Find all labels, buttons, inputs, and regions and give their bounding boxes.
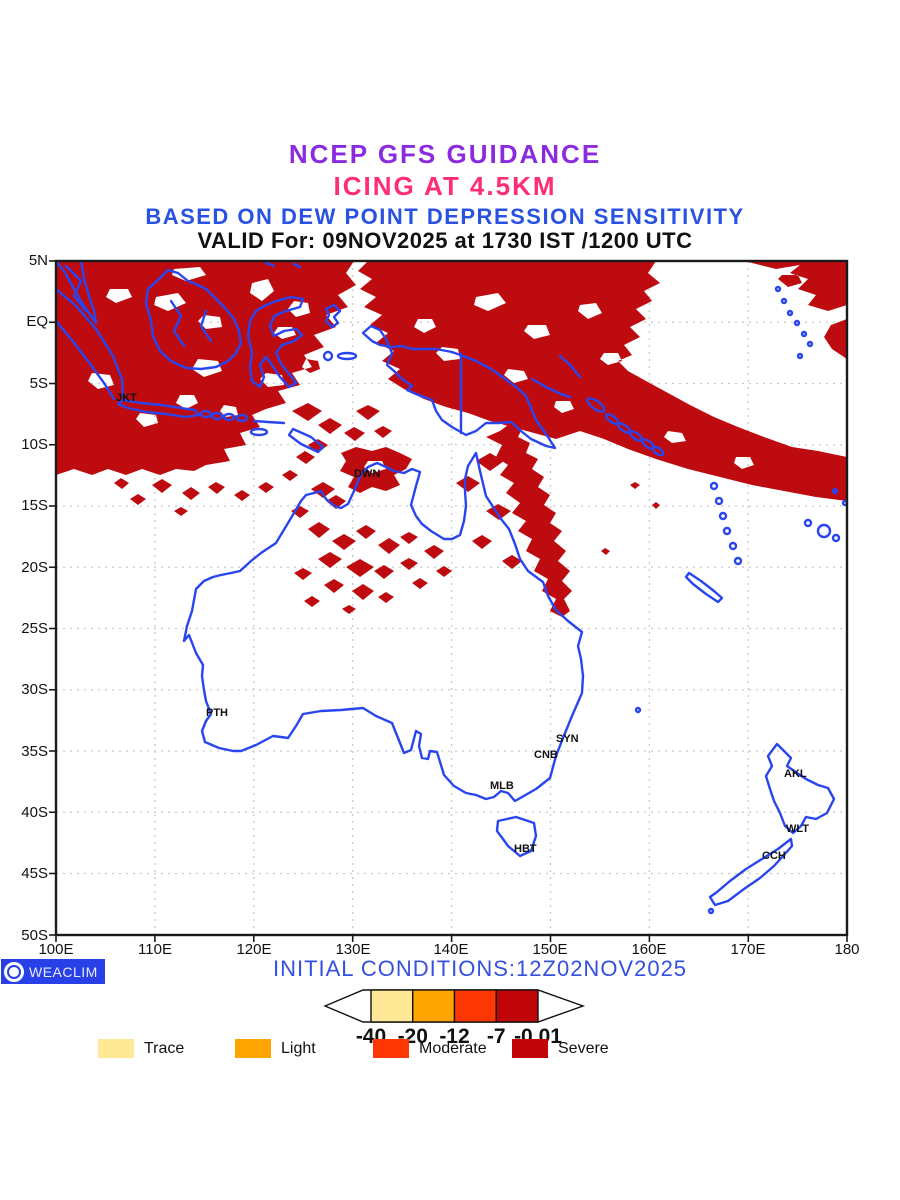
legend-item-severe: Severe <box>512 1039 609 1058</box>
legend-swatch-trace <box>98 1039 134 1058</box>
icing-severe-areas <box>56 261 847 617</box>
y-axis-label: 20S <box>21 559 48 576</box>
x-axis-label: 100E <box>38 941 74 958</box>
legend-swatch-moderate <box>373 1039 409 1058</box>
x-axis-label: 180 <box>834 941 860 958</box>
colorbar: -40 -20 -12 -7 -0.01 <box>323 989 586 1048</box>
y-axis-label: 40S <box>21 804 48 821</box>
city-label-sydney: SYN <box>556 733 579 745</box>
city-label-christchurch: CCH <box>762 850 786 862</box>
city-labels: JKT DWN PTH SYN CNB MLB HBT AKL WLT CCH <box>116 392 809 862</box>
legend-label: Light <box>281 1040 316 1057</box>
x-axis-label: 110E <box>138 941 172 958</box>
weaclim-logo: WEACLIM <box>1 959 105 984</box>
x-axis-label: 150E <box>532 941 568 958</box>
logo-text: WEACLIM <box>29 963 98 980</box>
page-title: NCEP GFS GUIDANCE <box>288 139 602 169</box>
y-axis-label: 45S <box>21 865 48 882</box>
city-label-jakarta: JKT <box>116 392 137 404</box>
city-label-perth: PTH <box>206 707 228 719</box>
y-axis-label: 5S <box>29 375 48 392</box>
legend-item-moderate: Moderate <box>373 1039 487 1058</box>
y-axis-label: 10S <box>21 436 48 453</box>
legend-item-trace: Trace <box>98 1039 184 1058</box>
city-label-darwin: DWN <box>354 468 380 480</box>
map-canvas: JKT DWN PTH SYN CNB MLB HBT AKL WLT CCH <box>49 259 849 942</box>
legend-swatch-severe <box>512 1039 548 1058</box>
legend-swatch-light <box>235 1039 271 1058</box>
map-frame <box>49 259 849 942</box>
colorbar-box-moderate <box>453 989 497 1023</box>
x-axis-label: 140E <box>433 941 469 958</box>
colorbar-tick: -7 <box>487 1025 506 1048</box>
y-axis-label: 50S <box>21 927 48 944</box>
subtitle-parameter: ICING AT 4.5KM <box>333 171 557 201</box>
legend-label: Severe <box>558 1040 609 1057</box>
y-axis-label: EQ <box>26 313 48 330</box>
x-axis-label: 160E <box>631 941 667 958</box>
axis-ticks <box>49 260 848 942</box>
x-axis-label: 170E <box>730 941 766 958</box>
y-axis-label: 5N <box>28 252 48 269</box>
colorbar-tick: -12 <box>439 1025 469 1048</box>
logo-circle-icon <box>4 961 24 982</box>
coastlines <box>54 259 849 915</box>
city-label-auckland: AKL <box>784 768 807 780</box>
initial-conditions-label: INITIAL CONDITIONS:12Z02NOV2025 <box>272 956 688 981</box>
y-axis-label: 35S <box>21 743 48 760</box>
y-axis-label: 25S <box>21 620 48 637</box>
x-axis-label: 120E <box>236 941 272 958</box>
colorbar-box-trace <box>370 989 414 1023</box>
colorbar-box-light <box>412 989 456 1023</box>
city-label-canberra: CNB <box>534 749 558 761</box>
legend-label: Moderate <box>419 1040 487 1057</box>
legend-label: Trace <box>144 1040 185 1057</box>
y-axis-label: 30S <box>21 681 48 698</box>
x-axis-label: 130E <box>335 941 371 958</box>
city-label-wellington: WLT <box>786 823 809 835</box>
legend-item-light: Light <box>235 1039 316 1058</box>
city-label-melbourne: MLB <box>490 780 514 792</box>
subtitle-method: BASED ON DEW POINT DEPRESSION SENSITIVIT… <box>145 204 745 229</box>
colorbar-box-severe <box>495 989 539 1023</box>
y-axis-label: 15S <box>21 497 48 514</box>
valid-time-label: VALID For: 09NOV2025 at 1730 IST /1200 U… <box>197 228 693 253</box>
city-label-hobart: HBT <box>514 843 537 855</box>
